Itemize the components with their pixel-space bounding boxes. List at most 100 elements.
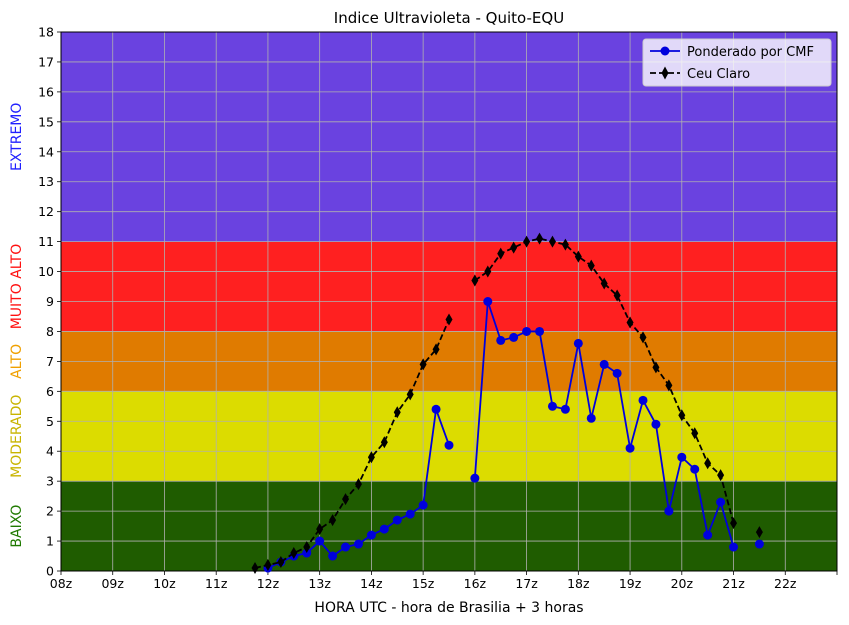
point-clear-sky <box>587 259 595 272</box>
point-cmf <box>560 404 570 414</box>
series-line-clear-sky <box>254 319 450 569</box>
y-tick-label: 4 <box>46 444 54 459</box>
x-tick-label: 21z <box>722 576 745 591</box>
legend-box <box>642 38 832 87</box>
uv-bands <box>61 32 837 571</box>
x-tick-label: 12z <box>257 576 280 591</box>
y-tick-label: 1 <box>46 534 54 549</box>
point-clear-sky <box>548 235 556 248</box>
chart-title: Indice Ultravioleta - Quito-EQU <box>334 9 564 27</box>
point-clear-sky <box>367 451 375 464</box>
point-cmf <box>353 539 363 549</box>
point-clear-sky <box>704 457 712 470</box>
y-tick-label: 5 <box>46 414 54 429</box>
point-clear-sky <box>678 409 686 422</box>
point-cmf <box>586 413 596 423</box>
point-clear-sky <box>277 556 285 569</box>
point-clear-sky <box>574 250 582 263</box>
point-cmf <box>729 542 739 552</box>
point-cmf <box>496 335 506 345</box>
point-clear-sky <box>329 514 337 527</box>
point-cmf <box>522 326 532 336</box>
point-cmf <box>754 539 764 549</box>
point-clear-sky <box>406 388 414 401</box>
band-label-baixo: BAIXO <box>9 505 25 548</box>
point-clear-sky <box>290 547 298 560</box>
band-label-moderado: MODERADO <box>9 395 25 478</box>
point-clear-sky <box>755 526 763 539</box>
x-tick-label: 14z <box>360 576 383 591</box>
point-cmf <box>483 297 493 306</box>
x-tick-label: 10z <box>153 576 176 591</box>
y-tick-label: 8 <box>46 324 54 339</box>
point-cmf <box>535 326 545 336</box>
x-tick-label: 15z <box>412 576 435 591</box>
x-tick-label: 11z <box>205 576 228 591</box>
point-cmf <box>470 473 480 483</box>
point-cmf <box>418 500 428 510</box>
x-tick-label: 18z <box>567 576 590 591</box>
point-clear-sky <box>523 235 531 248</box>
point-clear-sky <box>536 232 544 245</box>
point-cmf <box>315 536 325 546</box>
point-cmf <box>625 443 635 453</box>
point-cmf <box>703 530 713 540</box>
point-clear-sky <box>561 238 569 251</box>
point-cmf <box>379 524 389 534</box>
point-clear-sky <box>445 313 453 326</box>
point-clear-sky <box>484 265 492 278</box>
legend-label-clear-sky: Ceu Claro <box>687 67 750 82</box>
point-clear-sky <box>354 478 362 491</box>
point-cmf <box>341 542 351 552</box>
band-label-alto: ALTO <box>9 344 25 379</box>
legend-label-cmf: Ponderado por CMF <box>687 45 814 60</box>
band-labels: BAIXO MODERADO ALTO MUITO ALTO EXTREMO <box>9 103 25 548</box>
y-tick-label: 9 <box>46 294 54 309</box>
y-tick-label: 2 <box>46 504 54 519</box>
point-clear-sky <box>419 358 427 371</box>
y-tick-label: 16 <box>38 84 54 99</box>
x-tick-label: 19z <box>619 576 642 591</box>
point-clear-sky <box>497 247 505 260</box>
x-tick-label: 08z <box>50 576 73 591</box>
band-baixo <box>61 481 837 571</box>
series <box>251 232 764 575</box>
point-clear-sky <box>316 523 324 536</box>
point-cmf <box>690 464 700 474</box>
point-cmf <box>677 452 687 462</box>
x-tick-label: 13z <box>308 576 331 591</box>
x-tick-label: 22z <box>774 576 797 591</box>
y-tick-label: 13 <box>38 174 54 189</box>
y-tick-label: 3 <box>46 474 54 489</box>
point-cmf <box>573 338 583 348</box>
axis-ticks: 08z 09z 10z 11z 12z 13z 14z 15z 16z 17z 18z 19z 20z 2… <box>38 25 838 591</box>
point-clear-sky <box>717 469 725 482</box>
point-cmf <box>612 368 622 378</box>
x-tick-label: 17z <box>515 576 538 591</box>
point-cmf <box>547 401 557 411</box>
point-cmf <box>651 419 661 429</box>
y-tick-label: 6 <box>46 384 54 399</box>
point-cmf <box>431 404 441 414</box>
point-clear-sky <box>652 361 660 374</box>
point-cmf <box>638 395 648 405</box>
point-cmf <box>509 332 519 342</box>
point-cmf <box>444 440 454 450</box>
point-cmf <box>405 509 415 519</box>
y-tick-label: 14 <box>38 144 54 159</box>
y-tick-label: 7 <box>46 354 54 369</box>
band-moderado <box>61 391 837 482</box>
x-tick-label: 16z <box>464 576 487 591</box>
point-clear-sky <box>639 331 647 344</box>
point-clear-sky <box>471 274 479 287</box>
point-clear-sky <box>342 493 350 506</box>
y-tick-label: 17 <box>38 54 54 69</box>
point-clear-sky <box>665 379 673 392</box>
point-cmf <box>366 530 376 540</box>
legend: Ponderado por CMF Ceu Claro <box>642 38 832 87</box>
point-clear-sky <box>380 436 388 449</box>
point-clear-sky <box>393 406 401 419</box>
grid <box>60 31 838 572</box>
x-tick-label: 20z <box>671 576 694 591</box>
